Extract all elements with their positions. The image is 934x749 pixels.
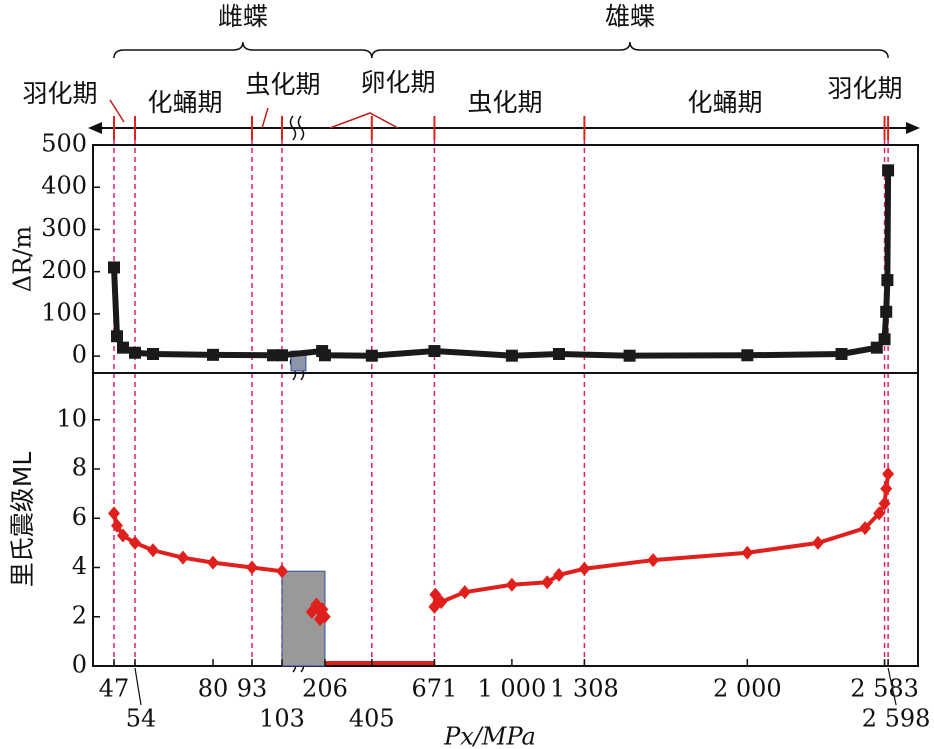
x-axis-title: Px/MPa [443,723,536,749]
phase-label: 卵化期 [360,68,435,97]
y-axis-title: ΔR/m [9,226,37,292]
leader-line [109,99,399,129]
panel: 0 2 4 6 8 10 里氏震级ML [8,372,919,679]
point [365,349,378,362]
point [881,274,894,287]
point [177,550,189,565]
y-tick-label: 400 [41,172,87,200]
axis-break [289,115,305,141]
plot-frame [92,372,919,667]
point [505,577,518,592]
point [873,506,886,521]
brace [371,41,889,59]
point [108,261,120,274]
x-tick-label: 1 308 [550,675,619,703]
point [741,545,754,560]
plot-frame [92,144,919,374]
point [552,567,565,582]
point [318,349,331,362]
point [428,345,441,358]
point [578,561,591,576]
x-tick-label: 2 000 [713,675,782,703]
point [541,575,554,590]
x-tick-label: 80 [198,675,229,703]
x-tick-label: 47 [99,675,130,703]
x-tick-label: 54 [126,705,157,733]
x-tick-label: 103 [259,705,305,733]
point [111,330,123,343]
sex-label: 雄蝶 [605,2,655,31]
phase-label: 羽化期 [827,74,902,103]
point [129,346,141,359]
panel: 0 100 200 300 400 500 ΔR/m [9,130,919,374]
y-tick-label: 2 [72,601,87,629]
point [458,585,471,600]
y-tick-label: 300 [41,214,87,242]
x-tick-label: 93 [237,675,268,703]
point [505,349,518,362]
x-tick-label: 1 000 [478,675,547,703]
x-tick-label: 2 598 [862,705,931,733]
phase-label: 羽化期 [22,79,97,108]
y-tick-label: 4 [72,552,87,580]
y-tick-label: 10 [56,404,87,432]
point [318,609,331,624]
point [859,521,872,536]
x-tick-label: 671 [412,675,458,703]
point [117,528,129,543]
point [147,543,159,558]
y-tick-label: 0 [72,651,87,679]
point [878,496,891,511]
x-tick-leader [887,667,897,706]
point [117,341,129,354]
y-tick-label: 8 [72,454,87,482]
point [878,333,891,346]
x-tick-label: 405 [349,705,395,733]
y-tick-label: 6 [72,503,87,531]
point [880,481,893,496]
phase-label: 虫化期 [467,88,542,117]
point [741,349,754,362]
point [880,305,893,318]
point [435,594,448,609]
x-tick-label: 206 [302,675,348,703]
point [207,555,219,570]
point [276,349,288,362]
brace [113,41,373,59]
sex-label: 雌蝶 [218,2,268,31]
point [129,535,141,550]
point [108,506,120,521]
point [147,348,159,360]
x-tick-label: 2 583 [850,675,919,703]
point [276,564,288,579]
point [429,587,442,602]
point [647,553,660,568]
y-tick-label: 100 [41,298,87,326]
series-line [111,170,892,359]
y-tick-label: 0 [72,341,87,369]
y-tick-label: 500 [41,130,87,158]
point [623,349,636,362]
y-tick-label: 200 [41,256,87,284]
point [835,348,848,360]
point [882,466,895,481]
y-axis-title: 里氏震级ML [8,452,37,588]
point [246,560,258,575]
point [811,535,824,550]
series-line [432,473,891,608]
phase-label: 虫化期 [245,70,320,99]
phase-label: 化蛹期 [147,88,222,117]
point [111,518,123,533]
point [882,164,895,177]
point [207,348,219,361]
point [552,348,565,360]
phase-label: 化蛹期 [687,88,762,117]
x-tick-leader [134,667,142,706]
